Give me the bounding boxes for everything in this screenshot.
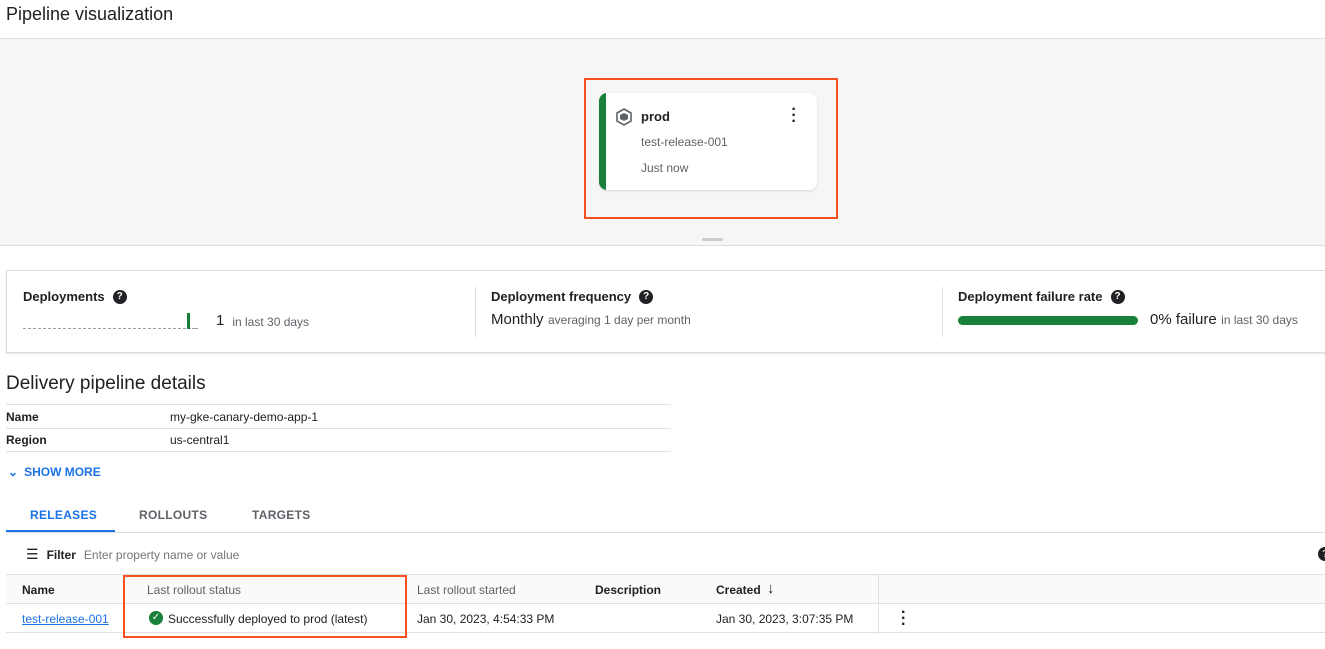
failure-rate-fill (958, 315, 1138, 325)
metric-suffix: in last 30 days (1221, 313, 1298, 327)
tab-targets[interactable]: TARGETS (252, 508, 311, 522)
highlight-box (584, 78, 838, 219)
column-header-created[interactable]: Created (716, 583, 761, 597)
column-header-description[interactable]: Description (595, 583, 662, 597)
column-divider (878, 575, 879, 634)
tab-releases[interactable]: RELEASES (30, 508, 98, 522)
help-icon[interactable]: ? (639, 289, 654, 304)
detail-row: Name my-gke-canary-demo-app-1 (6, 404, 671, 428)
column-header-started[interactable]: Last rollout started (417, 583, 516, 597)
chevron-down-icon: ⌄ (8, 465, 19, 479)
check-circle-icon: ✓ (149, 611, 163, 625)
resize-handle[interactable] (702, 238, 723, 241)
detail-value: my-gke-canary-demo-app-1 (170, 409, 319, 424)
divider (475, 287, 476, 337)
table-header: Name Last rollout status Last rollout st… (6, 574, 1325, 634)
help-icon[interactable]: ? (1318, 547, 1325, 561)
status-bar (599, 93, 606, 190)
metric-deployments: Deployments? 1 in last 30 days (23, 289, 309, 329)
filter-label: Filter (46, 547, 76, 562)
metric-value: 0% failure (1150, 311, 1217, 328)
target-time: Just now (641, 161, 689, 175)
target-icon (616, 108, 632, 126)
details-heading: Delivery pipeline details (6, 373, 206, 394)
detail-key: Region (6, 433, 47, 447)
metric-frequency: Deployment frequency? Monthly averaging … (491, 289, 691, 329)
metric-label: Deployment failure rate (958, 289, 1103, 304)
target-release[interactable]: test-release-001 (641, 135, 728, 149)
column-header-name[interactable]: Name (22, 583, 55, 597)
more-vert-icon[interactable]: · · · (791, 101, 797, 130)
filter-input[interactable] (83, 547, 384, 562)
divider (942, 287, 943, 337)
filter-bar[interactable]: ☰ Filter (26, 546, 384, 563)
metric-label: Deployment frequency (491, 289, 632, 304)
rollout-started: Jan 30, 2023, 4:54:33 PM (417, 612, 555, 626)
show-more-button[interactable]: ⌄ SHOW MORE (8, 465, 101, 479)
divider (6, 532, 1325, 533)
filter-icon: ☰ (26, 546, 39, 562)
release-link[interactable]: test-release-001 (22, 612, 109, 626)
metric-suffix: averaging 1 day per month (547, 313, 691, 327)
detail-value: us-central1 (170, 433, 230, 447)
detail-key: Name (6, 409, 39, 424)
target-name: prod (641, 109, 670, 124)
metric-failure-rate: Deployment failure rate? 0% failure in l… (958, 289, 1298, 329)
help-icon[interactable]: ? (1110, 289, 1125, 304)
deployments-sparkline (23, 317, 191, 329)
metric-label: Deployments (23, 289, 105, 304)
metrics-panel: Deployments? 1 in last 30 days Deploymen… (6, 270, 1325, 353)
metric-value: Monthly (491, 311, 544, 328)
help-icon[interactable]: ? (112, 289, 127, 304)
release-created: Jan 30, 2023, 3:07:35 PM (716, 612, 854, 626)
show-more-label: SHOW MORE (24, 465, 101, 479)
target-card-prod[interactable]: prod test-release-001 Just now · · · (599, 93, 817, 190)
column-header-status[interactable]: Last rollout status (147, 583, 242, 597)
table-row: test-release-001 ✓ Successfully deployed… (6, 603, 1325, 633)
more-vert-icon[interactable]: · · · (901, 604, 907, 633)
tab-rollouts[interactable]: ROLLOUTS (139, 508, 208, 522)
page-title: Pipeline visualization (6, 4, 174, 24)
detail-row: Region us-central1 (6, 428, 671, 452)
metric-value: 1 (216, 312, 225, 329)
highlight-box (123, 575, 407, 638)
sparkline-tail (192, 328, 198, 329)
sort-arrow-down-icon[interactable]: ↓ (767, 580, 775, 597)
metric-suffix: in last 30 days (232, 315, 310, 329)
sparkline-bar (187, 313, 190, 329)
failure-rate-bar (958, 315, 1138, 325)
rollout-status: Successfully deployed to prod (latest) (168, 612, 368, 626)
active-tab-indicator (6, 530, 115, 532)
